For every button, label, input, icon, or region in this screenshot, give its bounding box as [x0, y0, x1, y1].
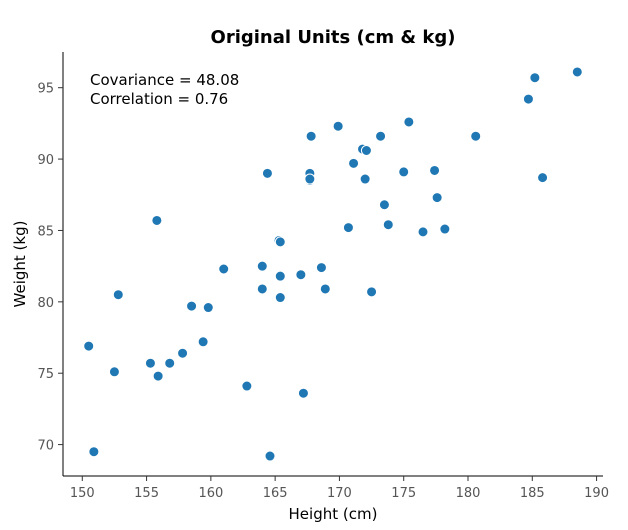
y-tick-label: 80: [37, 296, 54, 311]
data-point: [152, 370, 164, 382]
data-point: [177, 347, 189, 359]
x-tick-label: 175: [391, 486, 416, 501]
data-point: [342, 222, 354, 234]
data-point: [417, 226, 429, 238]
data-point: [304, 173, 316, 185]
data-point: [470, 130, 482, 142]
data-point: [315, 262, 327, 274]
data-point: [431, 192, 443, 204]
data-point: [537, 172, 549, 184]
data-point: [382, 219, 394, 231]
data-point: [522, 93, 534, 105]
data-point: [83, 340, 95, 352]
x-axis-ticks: 150 155 160 165 170 175 180 185 190: [70, 476, 609, 501]
data-point: [88, 446, 100, 458]
correlation-annotation: Correlation = 0.76: [90, 90, 228, 108]
x-tick-label: 190: [584, 486, 609, 501]
y-axis-ticks: 70 75 80 85 90 95: [37, 82, 63, 454]
y-tick-label: 85: [37, 224, 54, 239]
chart-title: Original Units (cm & kg): [211, 27, 456, 48]
y-tick-label: 90: [37, 153, 54, 168]
y-tick-label: 75: [37, 367, 54, 382]
x-tick-label: 165: [263, 486, 288, 501]
data-point: [332, 120, 344, 132]
data-point: [529, 72, 541, 84]
data-point: [264, 450, 276, 462]
data-point: [256, 283, 268, 295]
data-point: [256, 260, 268, 272]
data-point: [571, 66, 583, 78]
data-point: [348, 157, 360, 169]
x-axis-label: Height (cm): [289, 505, 378, 523]
data-point: [439, 223, 451, 235]
data-point: [108, 366, 120, 378]
data-point: [164, 357, 176, 369]
x-tick-label: 150: [70, 486, 95, 501]
data-point: [112, 289, 124, 301]
data-point: [295, 269, 307, 281]
data-point: [378, 199, 390, 211]
y-axis-label: Weight (kg): [11, 221, 29, 308]
data-points: [83, 66, 583, 462]
data-point: [274, 270, 286, 282]
covariance-annotation: Covariance = 48.08: [90, 71, 239, 89]
x-tick-label: 185: [520, 486, 545, 501]
data-point: [375, 130, 387, 142]
data-point: [144, 357, 156, 369]
data-point: [360, 145, 372, 157]
data-point: [261, 167, 273, 179]
data-point: [151, 214, 163, 226]
x-tick-label: 155: [134, 486, 159, 501]
x-tick-label: 160: [198, 486, 223, 501]
data-point: [305, 130, 317, 142]
data-point: [297, 387, 309, 399]
data-point: [241, 380, 253, 392]
data-point: [319, 283, 331, 295]
data-point: [218, 263, 230, 275]
data-point: [398, 166, 410, 178]
data-point: [429, 164, 441, 176]
data-point: [186, 300, 198, 312]
data-point: [366, 286, 378, 298]
data-point: [359, 173, 371, 185]
data-point: [274, 236, 286, 248]
data-point: [403, 116, 415, 128]
data-point: [274, 292, 286, 304]
data-point: [202, 302, 214, 314]
y-tick-label: 95: [37, 82, 54, 97]
x-tick-label: 180: [456, 486, 481, 501]
data-point: [197, 336, 209, 348]
y-tick-label: 70: [37, 439, 54, 454]
x-tick-label: 170: [327, 486, 352, 501]
annotation-block: Covariance = 48.08 Correlation = 0.76: [90, 71, 239, 108]
